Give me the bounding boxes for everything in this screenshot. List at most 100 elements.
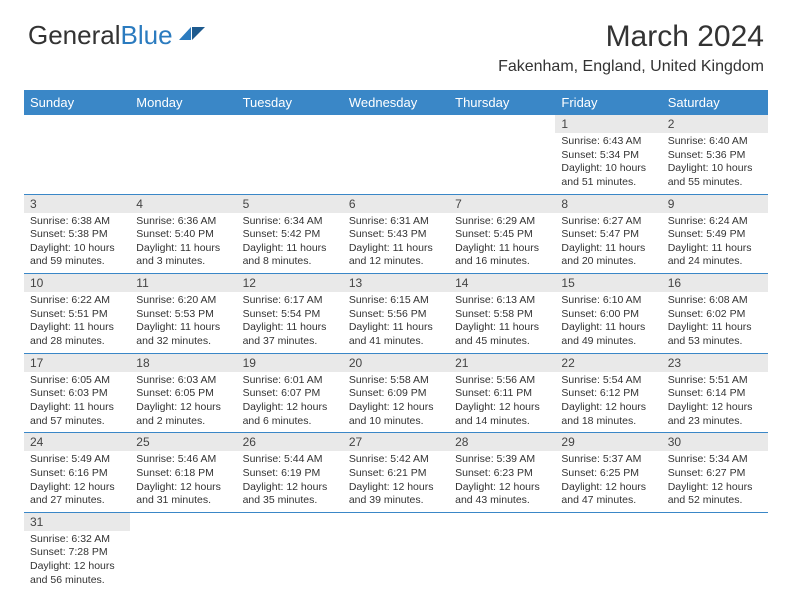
calendar-cell-empty xyxy=(343,115,449,194)
calendar-cell: 30Sunrise: 5:34 AMSunset: 6:27 PMDayligh… xyxy=(662,433,768,513)
calendar-cell-empty xyxy=(237,512,343,591)
calendar-cell: 16Sunrise: 6:08 AMSunset: 6:02 PMDayligh… xyxy=(662,274,768,354)
day-details: Sunrise: 6:38 AMSunset: 5:38 PMDaylight:… xyxy=(24,213,130,274)
calendar-cell: 7Sunrise: 6:29 AMSunset: 5:45 PMDaylight… xyxy=(449,194,555,274)
day-number: 16 xyxy=(662,274,768,292)
day-number: 30 xyxy=(662,433,768,451)
day-number: 25 xyxy=(130,433,236,451)
calendar-row: 17Sunrise: 6:05 AMSunset: 6:03 PMDayligh… xyxy=(24,353,768,433)
calendar-row: 24Sunrise: 5:49 AMSunset: 6:16 PMDayligh… xyxy=(24,433,768,513)
calendar-cell: 23Sunrise: 5:51 AMSunset: 6:14 PMDayligh… xyxy=(662,353,768,433)
calendar-row: 1Sunrise: 6:43 AMSunset: 5:34 PMDaylight… xyxy=(24,115,768,194)
day-number: 9 xyxy=(662,195,768,213)
weekday-header: Thursday xyxy=(449,90,555,115)
calendar-cell: 9Sunrise: 6:24 AMSunset: 5:49 PMDaylight… xyxy=(662,194,768,274)
calendar-cell: 26Sunrise: 5:44 AMSunset: 6:19 PMDayligh… xyxy=(237,433,343,513)
calendar-cell: 28Sunrise: 5:39 AMSunset: 6:23 PMDayligh… xyxy=(449,433,555,513)
calendar-cell: 11Sunrise: 6:20 AMSunset: 5:53 PMDayligh… xyxy=(130,274,236,354)
day-number: 21 xyxy=(449,354,555,372)
header: GeneralBlue March 2024 Fakenham, England… xyxy=(0,0,792,84)
day-details: Sunrise: 5:56 AMSunset: 6:11 PMDaylight:… xyxy=(449,372,555,433)
calendar-row: 3Sunrise: 6:38 AMSunset: 5:38 PMDaylight… xyxy=(24,194,768,274)
day-details: Sunrise: 6:01 AMSunset: 6:07 PMDaylight:… xyxy=(237,372,343,433)
calendar-cell: 22Sunrise: 5:54 AMSunset: 6:12 PMDayligh… xyxy=(555,353,661,433)
day-details: Sunrise: 5:44 AMSunset: 6:19 PMDaylight:… xyxy=(237,451,343,512)
location-text: Fakenham, England, United Kingdom xyxy=(498,58,764,76)
title-block: March 2024 Fakenham, England, United Kin… xyxy=(498,20,764,76)
day-number: 22 xyxy=(555,354,661,372)
day-details: Sunrise: 6:31 AMSunset: 5:43 PMDaylight:… xyxy=(343,213,449,274)
day-details: Sunrise: 6:32 AMSunset: 7:28 PMDaylight:… xyxy=(24,531,130,592)
day-number: 1 xyxy=(555,115,661,133)
day-details: Sunrise: 6:10 AMSunset: 6:00 PMDaylight:… xyxy=(555,292,661,353)
calendar-cell: 4Sunrise: 6:36 AMSunset: 5:40 PMDaylight… xyxy=(130,194,236,274)
day-number: 4 xyxy=(130,195,236,213)
day-number: 5 xyxy=(237,195,343,213)
calendar-cell: 29Sunrise: 5:37 AMSunset: 6:25 PMDayligh… xyxy=(555,433,661,513)
day-details: Sunrise: 6:24 AMSunset: 5:49 PMDaylight:… xyxy=(662,213,768,274)
calendar-cell: 19Sunrise: 6:01 AMSunset: 6:07 PMDayligh… xyxy=(237,353,343,433)
calendar-cell: 31Sunrise: 6:32 AMSunset: 7:28 PMDayligh… xyxy=(24,512,130,591)
calendar-cell: 15Sunrise: 6:10 AMSunset: 6:00 PMDayligh… xyxy=(555,274,661,354)
day-details: Sunrise: 5:42 AMSunset: 6:21 PMDaylight:… xyxy=(343,451,449,512)
calendar-cell: 12Sunrise: 6:17 AMSunset: 5:54 PMDayligh… xyxy=(237,274,343,354)
calendar-cell: 6Sunrise: 6:31 AMSunset: 5:43 PMDaylight… xyxy=(343,194,449,274)
day-number: 11 xyxy=(130,274,236,292)
day-number: 19 xyxy=(237,354,343,372)
logo-flag-icon xyxy=(179,20,207,51)
day-details: Sunrise: 6:15 AMSunset: 5:56 PMDaylight:… xyxy=(343,292,449,353)
calendar-cell: 5Sunrise: 6:34 AMSunset: 5:42 PMDaylight… xyxy=(237,194,343,274)
day-number: 6 xyxy=(343,195,449,213)
calendar-cell-empty xyxy=(662,512,768,591)
calendar-cell: 2Sunrise: 6:40 AMSunset: 5:36 PMDaylight… xyxy=(662,115,768,194)
calendar-grid: SundayMondayTuesdayWednesdayThursdayFrid… xyxy=(24,90,768,591)
calendar-cell: 18Sunrise: 6:03 AMSunset: 6:05 PMDayligh… xyxy=(130,353,236,433)
day-details: Sunrise: 6:13 AMSunset: 5:58 PMDaylight:… xyxy=(449,292,555,353)
day-details: Sunrise: 6:40 AMSunset: 5:36 PMDaylight:… xyxy=(662,133,768,194)
calendar-cell-empty xyxy=(130,512,236,591)
day-number: 23 xyxy=(662,354,768,372)
day-number: 20 xyxy=(343,354,449,372)
day-details: Sunrise: 6:20 AMSunset: 5:53 PMDaylight:… xyxy=(130,292,236,353)
logo-text-1: General xyxy=(28,20,121,51)
calendar-cell: 27Sunrise: 5:42 AMSunset: 6:21 PMDayligh… xyxy=(343,433,449,513)
day-details: Sunrise: 5:58 AMSunset: 6:09 PMDaylight:… xyxy=(343,372,449,433)
day-details: Sunrise: 6:36 AMSunset: 5:40 PMDaylight:… xyxy=(130,213,236,274)
day-details: Sunrise: 5:49 AMSunset: 6:16 PMDaylight:… xyxy=(24,451,130,512)
calendar-cell-empty xyxy=(237,115,343,194)
calendar-cell: 1Sunrise: 6:43 AMSunset: 5:34 PMDaylight… xyxy=(555,115,661,194)
day-number: 17 xyxy=(24,354,130,372)
month-title: March 2024 xyxy=(498,20,764,54)
day-number: 14 xyxy=(449,274,555,292)
weekday-header: Wednesday xyxy=(343,90,449,115)
calendar-cell-empty xyxy=(449,512,555,591)
day-number: 8 xyxy=(555,195,661,213)
calendar-cell-empty xyxy=(24,115,130,194)
calendar-cell: 21Sunrise: 5:56 AMSunset: 6:11 PMDayligh… xyxy=(449,353,555,433)
day-number: 27 xyxy=(343,433,449,451)
day-number: 12 xyxy=(237,274,343,292)
day-details: Sunrise: 6:22 AMSunset: 5:51 PMDaylight:… xyxy=(24,292,130,353)
day-number: 2 xyxy=(662,115,768,133)
day-number: 7 xyxy=(449,195,555,213)
calendar-cell: 13Sunrise: 6:15 AMSunset: 5:56 PMDayligh… xyxy=(343,274,449,354)
day-number: 13 xyxy=(343,274,449,292)
calendar-cell: 20Sunrise: 5:58 AMSunset: 6:09 PMDayligh… xyxy=(343,353,449,433)
weekday-header: Sunday xyxy=(24,90,130,115)
calendar-cell: 24Sunrise: 5:49 AMSunset: 6:16 PMDayligh… xyxy=(24,433,130,513)
day-details: Sunrise: 6:17 AMSunset: 5:54 PMDaylight:… xyxy=(237,292,343,353)
day-number: 26 xyxy=(237,433,343,451)
logo: GeneralBlue xyxy=(28,20,207,51)
day-number: 24 xyxy=(24,433,130,451)
calendar-cell: 8Sunrise: 6:27 AMSunset: 5:47 PMDaylight… xyxy=(555,194,661,274)
day-details: Sunrise: 6:05 AMSunset: 6:03 PMDaylight:… xyxy=(24,372,130,433)
calendar-cell-empty xyxy=(449,115,555,194)
day-details: Sunrise: 6:08 AMSunset: 6:02 PMDaylight:… xyxy=(662,292,768,353)
calendar-cell: 10Sunrise: 6:22 AMSunset: 5:51 PMDayligh… xyxy=(24,274,130,354)
calendar-cell: 14Sunrise: 6:13 AMSunset: 5:58 PMDayligh… xyxy=(449,274,555,354)
weekday-header-row: SundayMondayTuesdayWednesdayThursdayFrid… xyxy=(24,90,768,115)
day-details: Sunrise: 5:39 AMSunset: 6:23 PMDaylight:… xyxy=(449,451,555,512)
day-details: Sunrise: 6:03 AMSunset: 6:05 PMDaylight:… xyxy=(130,372,236,433)
day-details: Sunrise: 6:27 AMSunset: 5:47 PMDaylight:… xyxy=(555,213,661,274)
calendar-cell-empty xyxy=(555,512,661,591)
